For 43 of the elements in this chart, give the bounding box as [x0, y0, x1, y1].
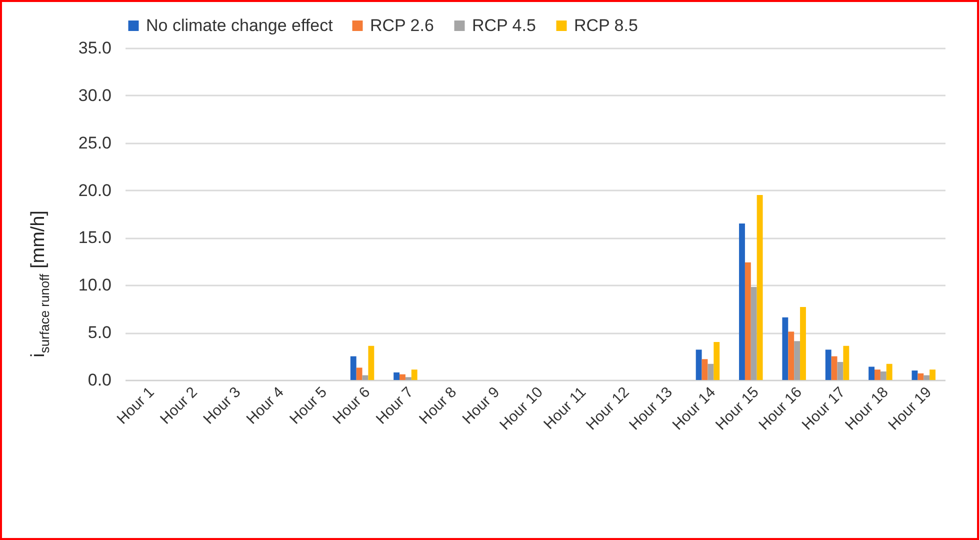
- y-tick-label: 20.0: [78, 180, 112, 200]
- y-tick-label: 10.0: [78, 276, 112, 295]
- legend-label: RCP 2.6: [370, 16, 434, 35]
- bar: [356, 368, 362, 380]
- bar: [400, 374, 406, 380]
- bar: [368, 346, 374, 380]
- legend-label: RCP 4.5: [472, 16, 536, 35]
- bar: [708, 364, 714, 380]
- bar: [800, 306, 806, 380]
- bar: [880, 371, 886, 380]
- bar: [750, 287, 757, 380]
- bar: [886, 364, 892, 380]
- bar: [843, 346, 850, 380]
- y-tick-label: 15.0: [78, 228, 112, 248]
- bar: [788, 332, 794, 380]
- bar: [696, 350, 702, 380]
- y-tick-label: 0.0: [88, 370, 112, 390]
- legend-label: No climate change effect: [146, 16, 334, 35]
- bar: [912, 370, 918, 380]
- bar: [930, 370, 936, 380]
- bar: [744, 262, 751, 380]
- y-tick-label: 35.0: [78, 38, 112, 58]
- bar: [782, 317, 788, 380]
- bar: [405, 377, 412, 380]
- bar: [825, 350, 832, 380]
- bar: [394, 372, 400, 380]
- bar: [350, 356, 356, 380]
- y-tick-label: 5.0: [88, 323, 112, 342]
- bar: [714, 342, 720, 380]
- y-tick-label: 30.0: [78, 86, 112, 105]
- bar: [794, 341, 800, 380]
- y-tick-label: 25.0: [78, 133, 112, 152]
- bar: [756, 195, 763, 380]
- bar: [924, 375, 930, 380]
- bar: [918, 373, 924, 380]
- legend-label: RCP 8.5: [574, 16, 638, 35]
- bar: [702, 359, 708, 380]
- bar: [739, 223, 745, 380]
- bar: [874, 370, 880, 380]
- bar: [411, 370, 418, 380]
- bar: [831, 356, 838, 380]
- bar: [868, 366, 875, 380]
- bar: [837, 362, 844, 380]
